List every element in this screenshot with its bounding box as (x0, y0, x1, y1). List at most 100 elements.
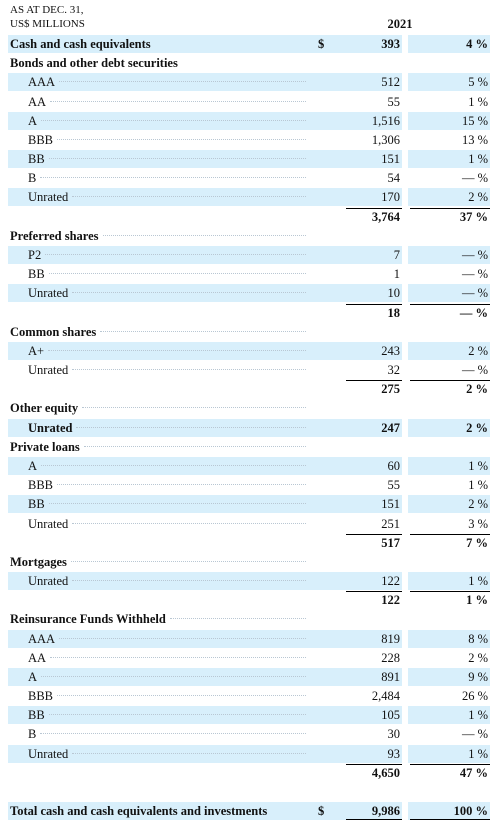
row-label: Preferred shares (10, 228, 99, 243)
amount: 30 (387, 727, 401, 742)
row-label-wrap: Unrated (28, 572, 310, 590)
currency: $ (318, 37, 325, 51)
row-label: Reinsurance Funds Withheld (10, 612, 166, 627)
row-label-wrap: BB (28, 495, 310, 513)
date-label: AS AT DEC. 31, (10, 4, 84, 16)
row-label-wrap: P2 (28, 246, 310, 264)
subtotal-rule (346, 533, 402, 535)
dot-leader (57, 138, 306, 140)
row-label: Mortgages (10, 554, 67, 569)
row-label: B (28, 171, 37, 186)
row-label: Unrated (28, 190, 69, 205)
dot-leader (41, 675, 306, 677)
detail-row: Unrated 93 1 % (8, 745, 490, 763)
amount: 512 (381, 75, 400, 90)
percent: 2 % (468, 650, 488, 665)
section-title: Other equity (8, 399, 490, 417)
section-title: Private loans (8, 438, 490, 456)
percent: — % (459, 305, 488, 320)
row-highlight (8, 744, 402, 763)
dot-leader (72, 580, 306, 582)
dot-leader (41, 119, 306, 121)
row-label-wrap: Unrated (28, 515, 310, 533)
row-highlight (408, 667, 490, 686)
amount: 247 (381, 420, 400, 435)
amount: 275 (381, 382, 400, 397)
dot-leader (102, 234, 306, 236)
row-label-wrap: Mortgages (10, 553, 310, 571)
row-label-wrap: BB (28, 150, 310, 168)
row-highlight (8, 341, 402, 360)
detail-row: B 54 — % (8, 169, 490, 187)
percent: 37 % (459, 209, 488, 224)
cash-row: Cash and cash equivalents $393 4 % (8, 35, 490, 53)
amount: 170 (381, 190, 400, 205)
row-label: BB (28, 497, 45, 512)
row-label: BB (28, 267, 45, 282)
detail-row: P2 7 — % (8, 246, 490, 264)
dot-leader (76, 426, 306, 428)
percent: — % (461, 727, 488, 742)
row-highlight (8, 706, 402, 725)
row-highlight (408, 73, 490, 92)
row-highlight (408, 456, 490, 475)
row-label: BBB (28, 689, 54, 704)
detail-row: AAA 819 8 % (8, 630, 490, 648)
row-label-wrap: AAA (28, 630, 310, 648)
dot-leader (72, 369, 306, 371)
row-label: AA (28, 94, 47, 109)
row-highlight (408, 418, 490, 437)
dot-leader (72, 292, 306, 294)
row-label: Total cash and cash equivalents and inve… (10, 804, 268, 819)
row-label-wrap: BBB (28, 687, 310, 705)
detail-row: Unrated 32 — % (8, 361, 490, 379)
unit-label: US$ MILLIONS (10, 18, 85, 30)
percent: 1 % (466, 593, 488, 608)
row-label: P2 (28, 247, 42, 262)
amount: 151 (381, 152, 400, 167)
subtotal-row: 122 1 % (8, 591, 490, 609)
dot-leader (41, 464, 306, 466)
dot-leader (59, 81, 306, 83)
dot-leader (57, 695, 306, 697)
row-label-wrap: Preferred shares (10, 227, 310, 245)
row-highlight (408, 629, 490, 648)
dot-leader (100, 330, 306, 332)
percent: 47 % (459, 765, 488, 780)
row-highlight (408, 35, 490, 53)
amount: 3,764 (371, 209, 400, 224)
section-title: Bonds and other debt securities (8, 54, 490, 72)
row-highlight (408, 284, 490, 303)
dot-leader (50, 100, 306, 102)
row-highlight (8, 802, 402, 821)
total-row: Total cash and cash equivalents and inve… (8, 802, 490, 820)
row-label-wrap: AA (28, 649, 310, 667)
row-highlight (408, 744, 490, 763)
percent: 9 % (468, 669, 488, 684)
percent: 1 % (468, 708, 488, 723)
amount: 122 (381, 593, 400, 608)
row-highlight (8, 150, 402, 169)
row-highlight (408, 572, 490, 591)
row-label-wrap: A+ (28, 342, 310, 360)
row-label: A (28, 669, 38, 684)
percent: 8 % (468, 631, 488, 646)
row-label: B (28, 727, 37, 742)
percent: — % (461, 267, 488, 282)
subtotal-row: 4,650 47 % (8, 764, 490, 782)
detail-row: BBB 1,306 13 % (8, 131, 490, 149)
percent: — % (461, 247, 488, 262)
row-label: Unrated (28, 363, 69, 378)
percent: 2 % (466, 382, 488, 397)
subtotal-rule (410, 591, 490, 593)
detail-row: BB 1 — % (8, 265, 490, 283)
row-highlight (8, 188, 402, 207)
amount: 10 (387, 286, 401, 301)
row-label-wrap: A (28, 457, 310, 475)
detail-row: A+ 243 2 % (8, 342, 490, 360)
row-label: BBB (28, 478, 54, 493)
subtotal-row: 3,764 37 % (8, 208, 490, 226)
detail-row: A 60 1 % (8, 457, 490, 475)
row-label-wrap: BBB (28, 131, 310, 149)
